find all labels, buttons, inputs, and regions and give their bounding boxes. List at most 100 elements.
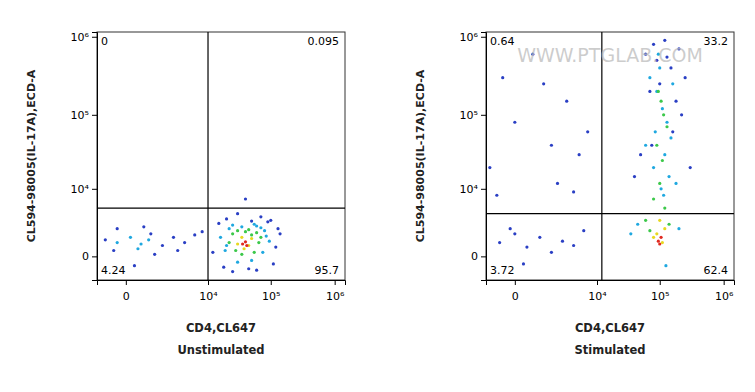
- gate-line-x: [601, 32, 602, 280]
- y-tick-mark: [481, 256, 486, 257]
- x-tick-label: 10⁵: [651, 290, 669, 303]
- event-dot: [253, 223, 256, 226]
- event-dot: [542, 82, 545, 85]
- event-dot: [116, 241, 119, 244]
- quadrant-percent: 3.72: [490, 264, 515, 277]
- y-tick: 0: [471, 250, 486, 263]
- event-dot: [661, 107, 664, 110]
- y-axis: 010⁴10⁵10⁶: [460, 31, 487, 281]
- x-tick-mark: [271, 280, 272, 285]
- event-dot: [263, 229, 266, 232]
- event-dot: [268, 240, 271, 243]
- event-dot: [244, 240, 247, 243]
- event-dot: [142, 225, 145, 228]
- event-dot: [658, 82, 661, 85]
- event-dot: [240, 253, 243, 256]
- event-dot: [231, 270, 234, 273]
- event-dot: [648, 229, 651, 232]
- event-dot: [665, 125, 668, 128]
- x-axis-title: CD4,CL647: [575, 321, 645, 335]
- figure: 010⁴10⁵10⁶010⁴10⁵10⁶00.0954.2495.7CD4,CL…: [0, 0, 755, 392]
- event-dot: [250, 237, 253, 240]
- event-dot: [176, 249, 179, 252]
- event-dot: [658, 219, 661, 222]
- x-tick: 10⁶: [715, 280, 734, 303]
- event-dot: [671, 82, 674, 85]
- event-dot: [680, 113, 683, 116]
- event-dot: [225, 217, 228, 220]
- quadrant-percent: 0.64: [490, 35, 515, 48]
- y-tick-mark: [92, 256, 97, 257]
- event-dot: [104, 238, 107, 241]
- x-tick: 10⁶: [326, 280, 345, 303]
- y-tick: 10⁴: [71, 183, 97, 196]
- gate-line-x: [207, 32, 208, 280]
- event-dot: [139, 242, 142, 245]
- panel-subtitle: Unstimulated: [177, 343, 264, 357]
- event-dot: [161, 244, 164, 247]
- event-dot: [193, 233, 196, 236]
- event-dot: [255, 269, 258, 272]
- event-dot: [236, 242, 239, 245]
- event-dot: [582, 229, 585, 232]
- event-dot: [522, 262, 525, 265]
- event-dot: [513, 232, 516, 235]
- event-dot: [658, 182, 661, 185]
- y-tick-mark: [92, 37, 97, 38]
- y-tick: 10⁶: [460, 31, 486, 44]
- y-tick-mark: [481, 115, 486, 116]
- event-dot: [242, 247, 245, 250]
- event-dot: [648, 90, 651, 93]
- event-dot: [250, 219, 253, 222]
- plot-frame: [97, 32, 345, 280]
- event-dot: [253, 251, 256, 254]
- x-axis-line: [487, 281, 735, 286]
- event-dot: [228, 227, 231, 230]
- x-axis-title: CD4,CL647: [186, 321, 256, 335]
- event-dot: [550, 144, 553, 147]
- quadrant-percent: 0.095: [308, 35, 340, 48]
- event-dot: [224, 249, 227, 252]
- event-dot: [689, 166, 692, 169]
- event-dot: [240, 236, 243, 239]
- y-tick-label: 10⁵: [460, 109, 478, 122]
- y-tick-label: 0: [471, 250, 478, 263]
- event-dot: [659, 236, 662, 239]
- event-dot: [667, 175, 670, 178]
- event-dot: [636, 223, 639, 226]
- x-tick: 10⁵: [262, 280, 280, 303]
- event-dot: [663, 153, 666, 156]
- event-dot: [136, 247, 139, 250]
- x-tick-label: 0: [512, 290, 519, 303]
- event-dot: [498, 241, 501, 244]
- event-dot: [247, 228, 250, 231]
- event-dot: [561, 240, 564, 243]
- event-dot: [240, 225, 243, 228]
- event-dot: [652, 236, 655, 239]
- x-tick: 0: [512, 280, 519, 303]
- event-dot: [657, 240, 660, 243]
- event-dot: [663, 206, 666, 209]
- y-tick: 0: [82, 250, 97, 263]
- points: [486, 32, 734, 280]
- event-dot: [509, 227, 512, 230]
- y-axis-line: [481, 33, 487, 281]
- event-dot: [663, 227, 666, 230]
- quadrant-percent: 33.2: [704, 35, 729, 48]
- y-tick-label: 10⁴: [71, 183, 90, 196]
- gate-line-y: [486, 213, 734, 214]
- event-dot: [665, 121, 668, 124]
- event-dot: [112, 249, 115, 252]
- event-dot: [550, 251, 553, 254]
- event-dot: [674, 182, 677, 185]
- quadrant-percent: 95.7: [315, 264, 340, 277]
- x-tick-mark: [335, 280, 336, 285]
- quadrant-percent: 0: [101, 35, 108, 48]
- event-dot: [633, 175, 636, 178]
- event-dot: [211, 251, 214, 254]
- event-dot: [664, 264, 667, 267]
- event-dot: [659, 187, 662, 190]
- event-dot: [149, 232, 152, 235]
- event-dot: [261, 251, 264, 254]
- panel-subtitle: Stimulated: [574, 343, 645, 357]
